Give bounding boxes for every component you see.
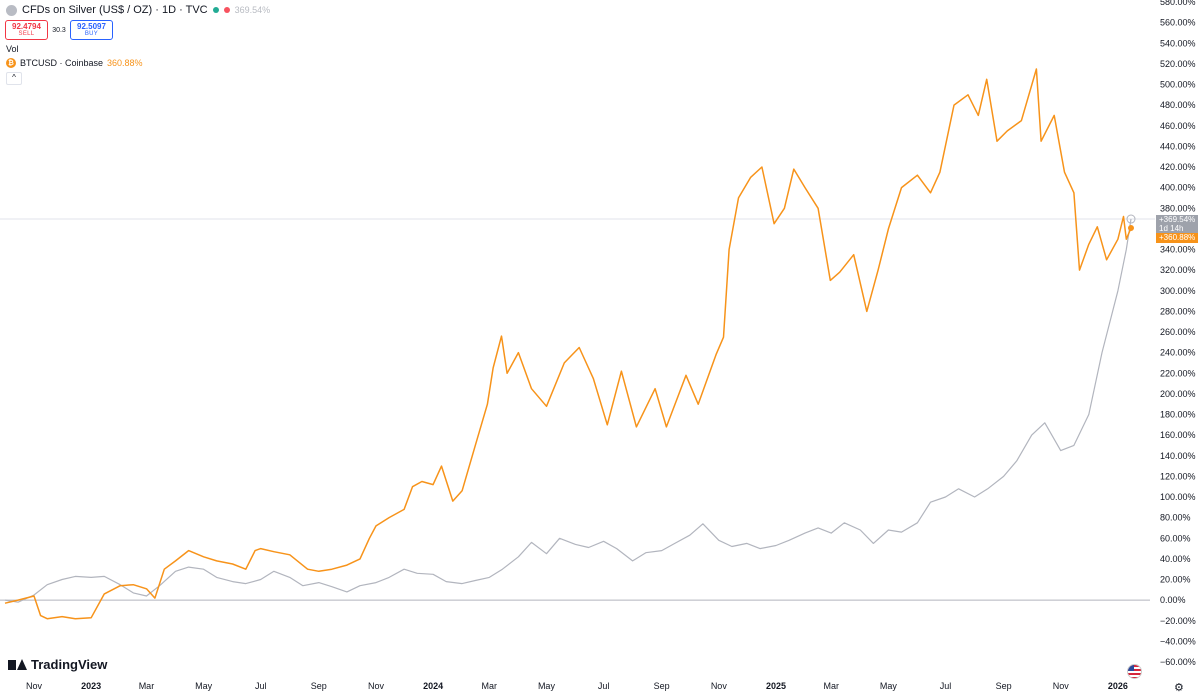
y-tick-label: 560.00% — [1160, 18, 1196, 28]
sell-button[interactable]: 92.4794 SELL — [5, 20, 48, 40]
x-tick-label: Nov — [711, 681, 728, 691]
y-tick-label: 40.00% — [1160, 554, 1191, 564]
y-tick-label: 420.00% — [1160, 162, 1196, 172]
x-tick-label: Nov — [368, 681, 385, 691]
y-axis: 580.00% 560.00% 540.00% 520.00% 500.00% 480.0… — [1160, 0, 1196, 667]
btc-price-badge: +360.88% — [1156, 233, 1198, 243]
y-tick-label: 300.00% — [1160, 286, 1196, 296]
btc-series-line — [4, 68, 1132, 620]
tradingview-logo[interactable]: TradingView — [8, 657, 107, 672]
btc-last-point — [1128, 224, 1134, 231]
silver-badge-pct: +369.54% — [1159, 215, 1196, 224]
y-tick-label: 580.00% — [1160, 0, 1196, 7]
series-layer — [4, 68, 1136, 620]
buy-price: 92.5097 — [77, 22, 106, 31]
tradingview-logo-icon — [8, 659, 27, 670]
y-tick-label: 120.00% — [1160, 471, 1196, 481]
x-tick-label: Jul — [940, 681, 952, 691]
y-tick-label: 180.00% — [1160, 410, 1196, 420]
buy-button[interactable]: 92.5097 BUY — [70, 20, 113, 40]
chevron-up-icon: ^ — [12, 73, 16, 82]
x-tick-label: 2023 — [81, 681, 101, 691]
y-tick-label: 260.00% — [1160, 327, 1196, 337]
x-tick-label: Mar — [139, 681, 155, 691]
y-tick-label: 480.00% — [1160, 100, 1196, 110]
y-tick-label: 520.00% — [1160, 59, 1196, 69]
y-tick-label: −20.00% — [1160, 616, 1196, 626]
us-flag-icon[interactable] — [1127, 664, 1142, 679]
settings-gear-icon[interactable]: ⚙ — [1174, 682, 1184, 694]
x-tick-label: 2024 — [423, 681, 443, 691]
y-tick-label: 440.00% — [1160, 141, 1196, 151]
market-open-dot-icon — [212, 7, 219, 13]
zero-line-layer — [0, 218, 1155, 601]
y-tick-label: 80.00% — [1160, 513, 1191, 523]
x-tick-label: May — [538, 681, 556, 691]
y-tick-label: 340.00% — [1160, 245, 1196, 255]
x-tick-label: May — [880, 681, 898, 691]
silver-series-line — [4, 218, 1132, 603]
y-tick-label: 0.00% — [1160, 595, 1186, 605]
compare-symbol-row[interactable]: ₿ BTCUSD · Coinbase 360.88% — [6, 58, 143, 68]
x-tick-label: Sep — [654, 681, 670, 691]
bitcoin-icon: ₿ — [6, 58, 16, 68]
logo-text: TradingView — [31, 657, 108, 672]
collapse-legend-button[interactable]: ^ — [6, 72, 22, 85]
y-tick-label: 200.00% — [1160, 389, 1196, 399]
y-tick-label: 20.00% — [1160, 575, 1191, 585]
y-tick-label: 320.00% — [1160, 265, 1196, 275]
silver-last-point — [1126, 214, 1136, 224]
symbol-title[interactable]: CFDs on Silver (US$ / OZ) · 1D · TVC — [22, 4, 208, 16]
x-tick-label: May — [195, 681, 213, 691]
x-tick-label: Jul — [255, 681, 267, 691]
y-tick-label: −60.00% — [1160, 657, 1196, 667]
volume-indicator-label[interactable]: Vol — [6, 44, 19, 54]
x-tick-label: Jul — [598, 681, 610, 691]
x-tick-label: 2026 — [1108, 681, 1128, 691]
silver-price-badge: +369.54% 1d 14h — [1156, 215, 1198, 235]
y-tick-label: 380.00% — [1160, 203, 1196, 213]
y-tick-label: 220.00% — [1160, 368, 1196, 378]
silver-symbol-icon — [6, 4, 17, 16]
x-tick-label: Sep — [311, 681, 327, 691]
y-tick-label: 280.00% — [1160, 306, 1196, 316]
y-tick-label: 240.00% — [1160, 348, 1196, 358]
y-tick-label: 400.00% — [1160, 183, 1196, 193]
trade-buttons: 92.4794 SELL 30.3 92.5097 BUY — [5, 20, 113, 40]
compare-symbol-label[interactable]: BTCUSD · Coinbase — [20, 58, 104, 68]
y-tick-label: 500.00% — [1160, 80, 1196, 90]
sell-label: SELL — [18, 31, 35, 37]
symbol-title-row[interactable]: CFDs on Silver (US$ / OZ) · 1D · TVC 369… — [6, 4, 270, 16]
x-tick-label: Mar — [823, 681, 839, 691]
market-status-dot-icon — [223, 7, 230, 13]
y-tick-label: 100.00% — [1160, 492, 1196, 502]
buy-label: BUY — [84, 31, 99, 37]
y-tick-label: 540.00% — [1160, 38, 1196, 48]
x-tick-label: Mar — [482, 681, 498, 691]
sell-price: 92.4794 — [12, 22, 41, 31]
x-tick-label: Nov — [1053, 681, 1070, 691]
x-tick-label: Nov — [26, 681, 43, 691]
spread-value: 30.3 — [52, 26, 66, 34]
y-tick-label: 140.00% — [1160, 451, 1196, 461]
countdown-badge: 1d 14h — [1159, 224, 1184, 233]
y-tick-label: 60.00% — [1160, 533, 1191, 543]
y-tick-label: 460.00% — [1160, 121, 1196, 131]
x-axis: Nov 2023 Mar May Jul Sep Nov 2024 Mar May Jul Sep No… — [26, 681, 1128, 691]
compare-symbol-pct: 360.88% — [107, 58, 143, 68]
y-tick-label: −40.00% — [1160, 636, 1196, 646]
x-tick-label: 2025 — [766, 681, 786, 691]
y-tick-label: 160.00% — [1160, 430, 1196, 440]
symbol-change-pct: 369.54% — [234, 5, 271, 15]
x-tick-label: Sep — [996, 681, 1012, 691]
